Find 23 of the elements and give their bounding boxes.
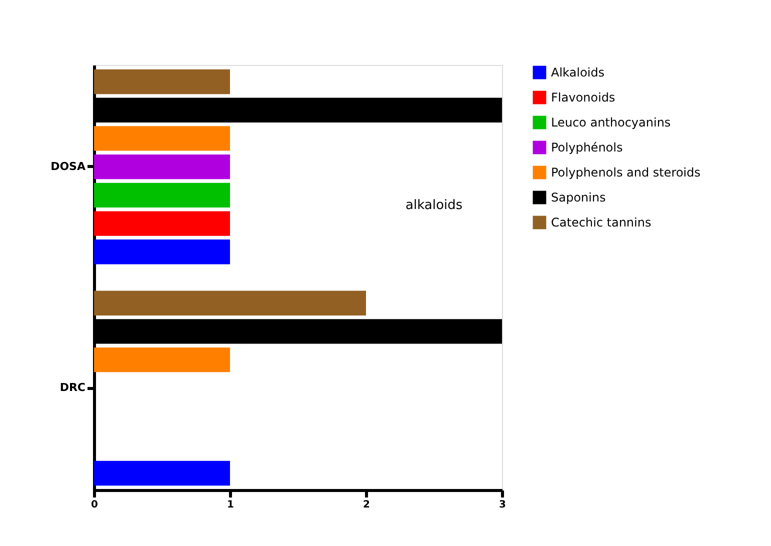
annotation: alkaloids <box>405 198 463 213</box>
x-tick-label: 1 <box>227 500 234 510</box>
x-tick-label: 3 <box>499 500 506 510</box>
y-tick-label: DOSA <box>50 160 86 173</box>
bar <box>94 347 230 372</box>
legend-label: Polyphenols and steroids <box>551 166 700 180</box>
bar <box>94 69 230 94</box>
bar <box>94 460 230 486</box>
bar <box>94 290 366 316</box>
bar <box>94 211 230 236</box>
legend-label: Catechic tannins <box>551 216 652 230</box>
bar <box>94 182 230 208</box>
bar <box>94 154 230 180</box>
y-tick-label: DRC <box>60 381 86 394</box>
legend-label: Alkaloids <box>551 66 605 80</box>
legend-label: Leuco anthocyanins <box>551 116 671 130</box>
x-tick-label: 2 <box>363 500 370 510</box>
legend-label: Saponins <box>551 190 606 204</box>
bar <box>94 240 230 264</box>
bar <box>94 126 230 151</box>
x-tick-label: 0 <box>91 500 98 510</box>
legend-label: Polyphénols <box>551 140 623 154</box>
legend-label: Flavonoids <box>551 90 616 104</box>
